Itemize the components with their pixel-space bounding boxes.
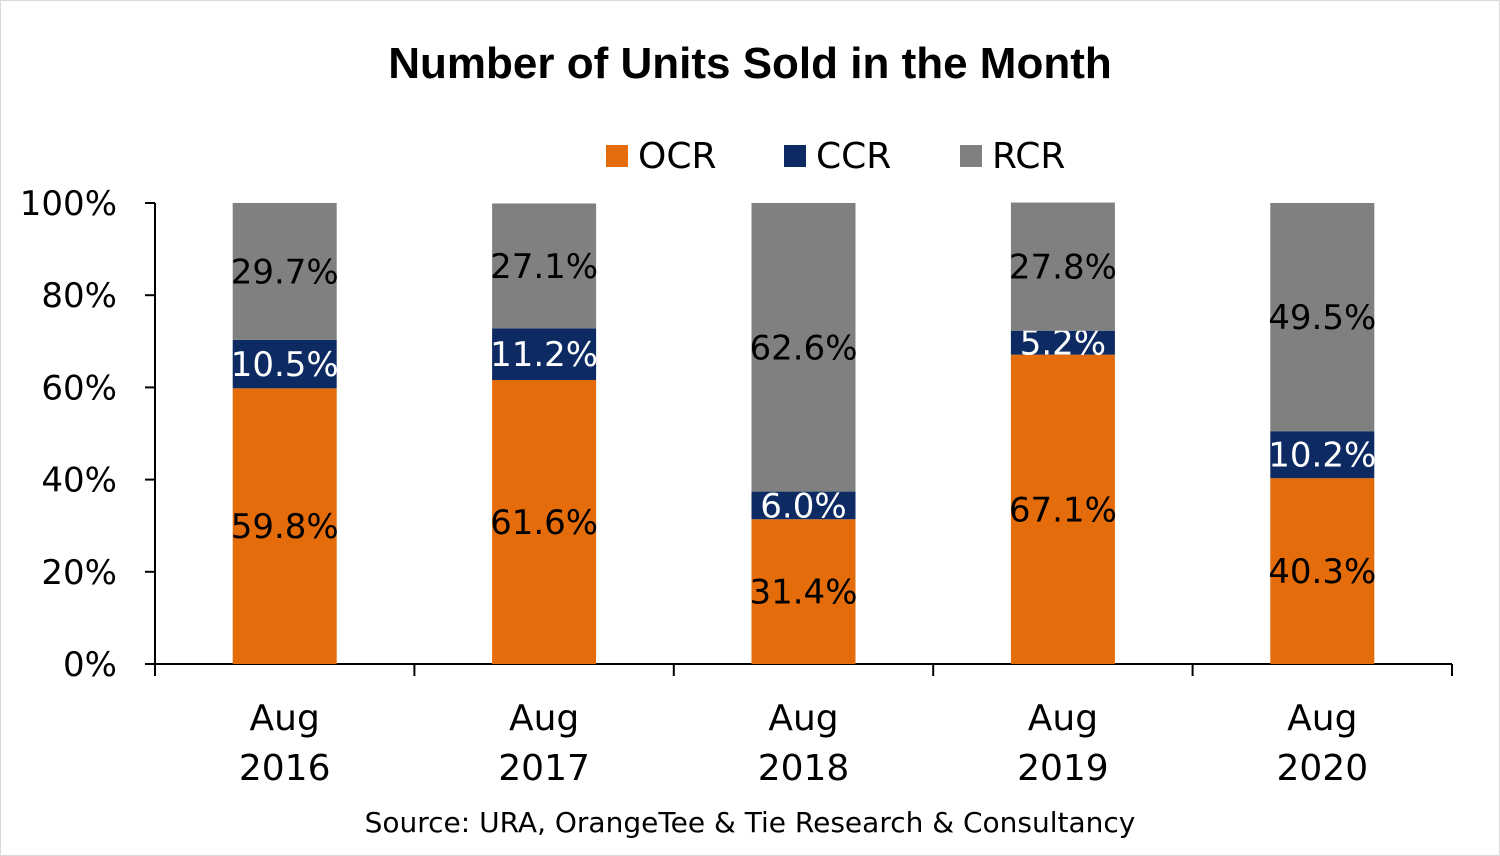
source-note: Source: URA, OrangeTee & Tie Research & … [365,806,1136,839]
y-tick-label: 40% [41,461,117,501]
bar-segment-rcr [1010,202,1115,331]
bar-segment-ocr [751,519,856,664]
x-category-label-line2: 2019 [1017,748,1109,789]
bar-segment-ccr [232,339,337,389]
bar-segment-ccr [1010,330,1115,355]
data-label-ocr: 67.1% [1009,490,1117,530]
chart-title: Number of Units Sold in the Month [388,39,1112,88]
data-label-rcr: 27.8% [1009,248,1117,288]
data-label-ocr: 40.3% [1268,552,1376,592]
bar-segment-rcr [492,203,597,329]
legend-swatch-ocr [606,145,628,167]
y-tick-label: 20% [41,553,117,593]
legend-label-rcr: RCR [992,136,1065,177]
x-category-label-line1: Aug [1028,698,1098,739]
legend-label-ccr: CCR [816,136,891,177]
x-category-label-line1: Aug [509,698,579,739]
bar-segment-rcr [232,203,337,340]
x-category-label-line1: Aug [768,698,838,739]
y-tick-label: 60% [41,368,117,408]
data-label-rcr: 62.6% [749,328,857,368]
data-label-rcr: 29.7% [231,252,339,292]
x-category-label-line1: Aug [250,698,320,739]
data-label-ccr: 10.2% [1268,436,1376,476]
bar-segment-ccr [751,491,856,520]
x-category-label-line2: 2016 [239,748,331,789]
x-category-label-line2: 2017 [498,748,590,789]
bar-segment-rcr [751,203,856,492]
x-category-label-line2: 2018 [758,748,850,789]
legend-label-ocr: OCR [638,136,717,177]
bar-segment-ocr [1010,354,1115,664]
bar-segment-ccr [492,328,597,381]
legend-swatch-ccr [784,145,806,167]
bar-segment-ocr [492,380,597,664]
data-label-ccr: 10.5% [231,345,339,385]
data-label-ccr: 6.0% [760,486,846,526]
data-label-ocr: 59.8% [231,507,339,547]
bar-segment-ccr [1270,431,1375,479]
data-label-ocr: 61.6% [490,503,598,543]
data-label-ccr: 11.2% [490,335,598,375]
bar-segment-ocr [1270,478,1375,664]
x-category-label-line2: 2020 [1276,748,1368,789]
data-label-ocr: 31.4% [749,573,857,613]
y-tick-label: 80% [41,276,117,316]
y-tick-label: 0% [63,645,117,685]
legend-swatch-rcr [960,145,982,167]
bar-segment-ocr [232,388,337,664]
bar-segment-rcr [1270,203,1375,432]
x-category-label-line1: Aug [1287,698,1357,739]
data-label-rcr: 27.1% [490,247,598,287]
y-tick-label: 100% [20,184,117,224]
data-label-rcr: 49.5% [1268,298,1376,338]
